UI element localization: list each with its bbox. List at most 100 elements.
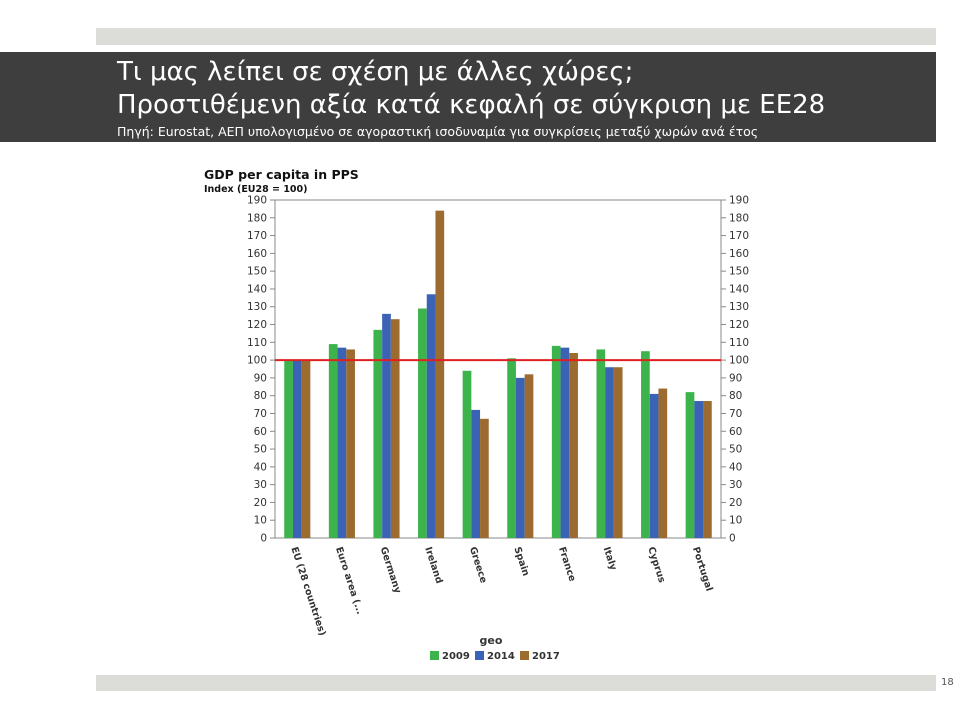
title-band bbox=[0, 52, 936, 142]
slide-subtitle: Προστιθέμενη αξία κατά κεφαλή σε σύγκρισ… bbox=[117, 90, 826, 120]
y-tick-label-right: 180 bbox=[729, 212, 749, 224]
chart-title: GDP per capita in PPS bbox=[204, 167, 359, 182]
x-category-label: Spain bbox=[511, 546, 531, 578]
y-tick-label-right: 50 bbox=[729, 444, 742, 456]
y-tick-label-left: 70 bbox=[254, 408, 267, 420]
x-axis-label: geo bbox=[480, 634, 503, 647]
y-tick-label-left: 10 bbox=[254, 515, 267, 527]
bar bbox=[694, 401, 704, 538]
y-tick-label-left: 190 bbox=[247, 195, 267, 207]
bar bbox=[515, 377, 525, 538]
y-tick-label-right: 140 bbox=[729, 283, 749, 295]
y-tick-label-right: 120 bbox=[729, 319, 749, 331]
x-category-label: Italy bbox=[601, 546, 619, 573]
bar bbox=[382, 313, 391, 538]
y-tick-label-left: 80 bbox=[254, 390, 267, 402]
bar bbox=[685, 392, 695, 538]
y-tick-label-right: 70 bbox=[729, 408, 742, 420]
bar bbox=[301, 360, 311, 538]
legend-label: 2014 bbox=[487, 651, 515, 662]
legend-label: 2017 bbox=[532, 651, 560, 662]
y-tick-label-right: 40 bbox=[729, 461, 742, 473]
y-tick-label-right: 80 bbox=[729, 390, 742, 402]
y-tick-label-left: 180 bbox=[247, 212, 267, 224]
chart-legend: 2009 2014 2017 bbox=[430, 651, 560, 662]
bar bbox=[426, 294, 436, 538]
y-tick-label-right: 30 bbox=[729, 479, 742, 491]
slide-title: Τι μας λείπει σε σχέση με άλλες χώρες; bbox=[117, 57, 634, 87]
y-tick-label-left: 0 bbox=[260, 533, 267, 545]
y-tick-label-right: 20 bbox=[729, 497, 742, 509]
bar bbox=[596, 349, 606, 538]
y-tick-label-right: 10 bbox=[729, 515, 742, 527]
y-tick-label-right: 150 bbox=[729, 266, 749, 278]
bar bbox=[328, 344, 338, 538]
y-tick-label-left: 120 bbox=[247, 319, 267, 331]
x-category-label: Ireland bbox=[422, 546, 444, 585]
bar bbox=[435, 210, 445, 538]
y-tick-label-left: 160 bbox=[247, 248, 267, 260]
legend-swatch bbox=[430, 651, 439, 660]
chart-bars bbox=[284, 210, 712, 538]
bar bbox=[507, 358, 516, 538]
x-category-label: EU (28 countries) bbox=[288, 546, 327, 638]
bar bbox=[560, 347, 570, 538]
bar bbox=[284, 360, 293, 538]
x-category-label: Greece bbox=[467, 546, 489, 585]
bar bbox=[471, 409, 481, 538]
bottom-stripe bbox=[96, 675, 936, 691]
y-tick-label-left: 60 bbox=[254, 426, 267, 438]
y-tick-label-right: 160 bbox=[729, 248, 749, 260]
bar bbox=[703, 401, 712, 538]
y-tick-label-left: 90 bbox=[254, 372, 267, 384]
y-tick-label-right: 100 bbox=[729, 355, 749, 367]
chart-subtitle: Index (EU28 = 100) bbox=[204, 184, 308, 195]
top-stripe bbox=[96, 28, 936, 45]
y-tick-label-right: 90 bbox=[729, 372, 742, 384]
y-tick-label-right: 170 bbox=[729, 230, 749, 242]
y-tick-label-right: 190 bbox=[729, 195, 749, 207]
bar bbox=[292, 360, 302, 538]
y-tick-label-right: 0 bbox=[729, 533, 736, 545]
bar bbox=[337, 347, 347, 538]
y-tick-label-left: 40 bbox=[254, 461, 267, 473]
bar bbox=[649, 393, 659, 538]
bar bbox=[605, 367, 614, 538]
gdp-bar-chart: GDP per capita in PPS Index (EU28 = 100)… bbox=[204, 167, 749, 662]
y-tick-label-left: 100 bbox=[247, 355, 267, 367]
bar bbox=[418, 308, 427, 538]
bar bbox=[462, 370, 472, 538]
y-tick-label-right: 110 bbox=[729, 337, 749, 349]
x-category-label: France bbox=[556, 546, 578, 583]
x-category-label: Portugal bbox=[690, 546, 715, 593]
legend-swatch bbox=[475, 651, 484, 660]
bar bbox=[480, 418, 489, 538]
y-tick-label-left: 170 bbox=[247, 230, 267, 242]
bar bbox=[658, 388, 668, 538]
x-category-label: Euro area (... bbox=[333, 546, 365, 616]
legend-label: 2009 bbox=[442, 651, 470, 662]
source-note: Πηγή: Eurostat, ΑΕΠ υπολογισμένο σε αγορ… bbox=[117, 124, 759, 139]
bar bbox=[390, 319, 400, 538]
y-tick-label-right: 60 bbox=[729, 426, 742, 438]
bar bbox=[569, 352, 578, 538]
y-tick-label-left: 130 bbox=[247, 301, 267, 313]
y-tick-label-right: 130 bbox=[729, 301, 749, 313]
bar bbox=[551, 345, 561, 538]
chart-axes: 0 0 10 10 20 20 30 30 40 40 50 50 60 60 70 70 80 80 90 90 10… bbox=[247, 195, 749, 545]
y-tick-label-left: 110 bbox=[247, 337, 267, 349]
bar bbox=[373, 329, 383, 538]
legend-swatch bbox=[520, 651, 529, 660]
x-category-label: Germany bbox=[378, 546, 404, 596]
y-tick-label-left: 30 bbox=[254, 479, 267, 491]
x-category-label: Cyprus bbox=[645, 546, 667, 585]
y-tick-label-left: 150 bbox=[247, 266, 267, 278]
bar bbox=[641, 351, 650, 538]
x-category-labels: EU (28 countries) Euro area (... Germany Ir… bbox=[288, 546, 714, 638]
page-number: 18 bbox=[941, 677, 954, 688]
bar bbox=[524, 374, 534, 538]
y-tick-label-left: 140 bbox=[247, 283, 267, 295]
y-tick-label-left: 20 bbox=[254, 497, 267, 509]
y-tick-label-left: 50 bbox=[254, 444, 267, 456]
bar bbox=[613, 367, 623, 538]
